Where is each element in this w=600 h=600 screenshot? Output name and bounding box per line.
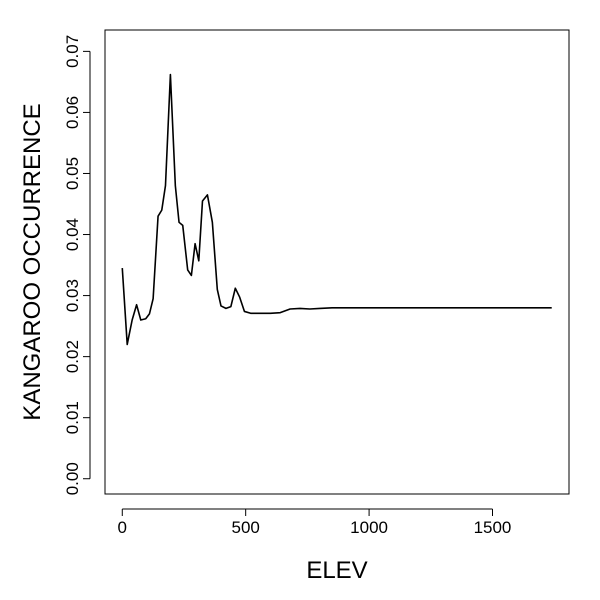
y-tick-label: 0.03 [63,279,82,312]
x-axis: 0 500 1000 1500 [118,508,512,537]
y-tick-label: 0.00 [63,462,82,495]
y-tick-label: 0.06 [63,96,82,129]
plot-frame [104,29,570,495]
x-tick-label: 1500 [474,518,512,537]
x-tick-label: 1000 [350,518,388,537]
y-tick-label: 0.07 [63,35,82,68]
y-tick-label: 0.01 [63,401,82,434]
x-tick-label: 500 [231,518,259,537]
y-axis-title: KANGAROO OCCURRENCE [19,103,46,420]
series-line [121,73,552,346]
y-tick-label: 0.04 [63,218,82,251]
x-tick-label: 0 [118,518,127,537]
x-axis-title: ELEV [306,557,367,584]
series-layer [121,73,552,346]
y-tick-label: 0.02 [63,340,82,373]
y-axis: 0.00 0.01 0.02 0.03 0.04 0.05 0.06 0.07 [63,35,91,495]
y-tick-label: 0.05 [63,157,82,190]
